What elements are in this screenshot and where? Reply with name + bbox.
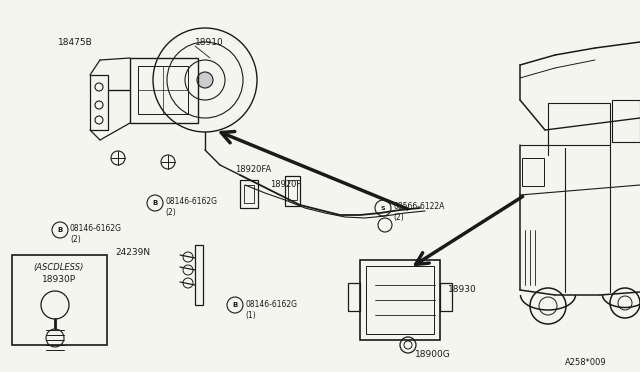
Text: 08146-6162G: 08146-6162G bbox=[70, 224, 122, 233]
Bar bbox=[90, 75, 108, 130]
Bar bbox=[612, 100, 640, 142]
Bar bbox=[522, 158, 544, 186]
Text: (2): (2) bbox=[393, 213, 404, 222]
Bar bbox=[285, 176, 300, 206]
Text: (1): (1) bbox=[245, 311, 256, 320]
Bar bbox=[288, 180, 297, 200]
Text: 18920FA: 18920FA bbox=[235, 165, 271, 174]
Text: 18910: 18910 bbox=[195, 38, 224, 47]
Text: 08566-6122A: 08566-6122A bbox=[393, 202, 444, 211]
Text: 18930: 18930 bbox=[448, 285, 477, 294]
Bar bbox=[366, 266, 434, 334]
Text: (2): (2) bbox=[165, 208, 176, 217]
Bar bbox=[12, 255, 107, 345]
Text: 18930P: 18930P bbox=[42, 275, 76, 284]
Text: 18475B: 18475B bbox=[58, 38, 93, 47]
Bar bbox=[138, 66, 188, 114]
Text: (ASCDLESS): (ASCDLESS) bbox=[34, 263, 84, 272]
Bar bbox=[360, 260, 440, 340]
Bar bbox=[348, 283, 360, 311]
Bar bbox=[130, 58, 198, 123]
Text: (2): (2) bbox=[70, 235, 81, 244]
Bar bbox=[195, 245, 203, 305]
Text: 18920F: 18920F bbox=[270, 180, 301, 189]
Bar bbox=[244, 185, 254, 203]
Circle shape bbox=[197, 72, 213, 88]
Text: S: S bbox=[381, 205, 385, 211]
Text: B: B bbox=[232, 302, 237, 308]
Bar bbox=[240, 180, 258, 208]
Text: B: B bbox=[152, 200, 157, 206]
Text: 08146-6162G: 08146-6162G bbox=[165, 197, 217, 206]
Text: B: B bbox=[58, 227, 63, 233]
Bar bbox=[440, 283, 452, 311]
Text: 08146-6162G: 08146-6162G bbox=[245, 300, 297, 309]
Text: A258*009: A258*009 bbox=[565, 358, 607, 367]
Text: 18900G: 18900G bbox=[415, 350, 451, 359]
Bar bbox=[548, 103, 610, 145]
Text: 24239N: 24239N bbox=[115, 248, 150, 257]
